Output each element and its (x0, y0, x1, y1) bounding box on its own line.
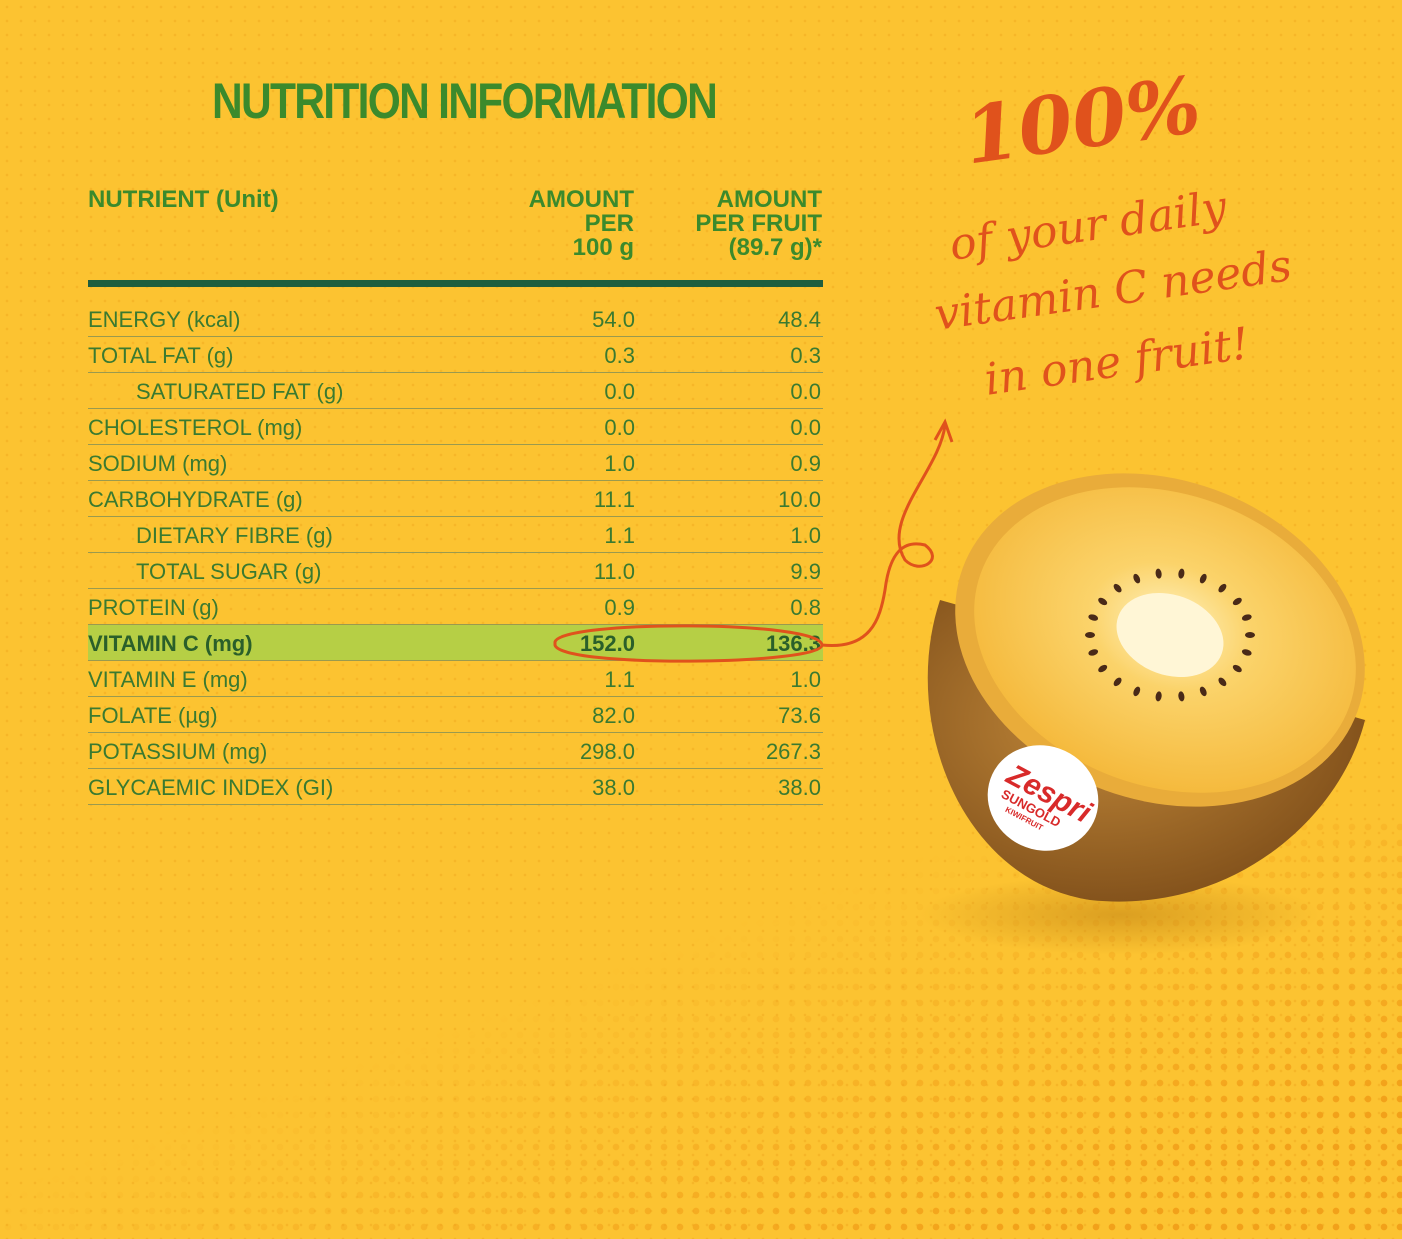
amount-per-100g: 0.0 (604, 415, 635, 440)
table-row: VITAMIN E (mg) 1.1 1.0 (88, 661, 823, 697)
kiwi-core (1116, 592, 1224, 678)
kiwi-seed (1232, 597, 1242, 606)
header-rule (88, 280, 823, 287)
nutrition-table: ENERGY (kcal) 54.0 48.4 TOTAL FAT (g) 0.3 0.3… (88, 301, 823, 805)
amount-per-100g: 0.0 (604, 379, 635, 404)
amount-per-100g: 82.0 (592, 703, 635, 728)
header-line: AMOUNT (528, 186, 634, 213)
amount-per-100g: 1.1 (604, 523, 635, 548)
amount-per-fruit: 267.3 (765, 739, 821, 764)
kiwi-seed (1199, 573, 1207, 584)
amount-per-100g: 152.0 (579, 631, 635, 656)
amount-per-100g: 1.1 (604, 667, 635, 692)
header-line: PER FRUIT (695, 210, 822, 237)
table-row: TOTAL FAT (g) 0.3 0.3 (88, 337, 823, 373)
nutrient-name: CARBOHYDRATE (g) (88, 487, 303, 512)
nutrient-name: VITAMIN C (mg) (88, 631, 253, 656)
table-row: ENERGY (kcal) 54.0 48.4 (88, 301, 823, 337)
nutrient-name: CHOLESTEROL (mg) (88, 415, 303, 440)
amount-per-fruit: 48.4 (778, 307, 821, 332)
kiwi-seed (1098, 664, 1108, 673)
header-line: (89.7 g)* (728, 234, 822, 261)
amount-per-fruit: 10.0 (778, 487, 821, 512)
zespri-logo: Zespri SUNGOLD KIWIFRUIT (987, 745, 1099, 851)
amount-per-fruit: 0.8 (790, 595, 821, 620)
nutrient-name: DIETARY FIBRE (g) (136, 523, 333, 548)
nutrient-name: TOTAL FAT (g) (88, 343, 234, 368)
kiwi-seed (1155, 568, 1162, 579)
page-title: NUTRITION INFORMATION (212, 73, 718, 129)
kiwi-seeds (1085, 568, 1255, 702)
header-line: AMOUNT (716, 186, 822, 213)
nutrient-name: VITAMIN E (mg) (88, 667, 248, 692)
table-row: VITAMIN C (mg) 152.0 136.3 (88, 625, 823, 661)
amount-per-100g: 298.0 (579, 739, 635, 764)
table-row: POTASSIUM (mg) 298.0 267.3 (88, 733, 823, 769)
kiwi-seed (1178, 691, 1185, 702)
kiwi-seed (1199, 686, 1207, 697)
amount-per-fruit: 0.3 (790, 343, 821, 368)
table-row: SODIUM (mg) 1.0 0.9 (88, 445, 823, 481)
kiwi-seed (1245, 632, 1255, 638)
header-per-fruit: AMOUNT PER FRUIT (89.7 g)* (695, 188, 822, 260)
header-line: 100 g (572, 234, 634, 261)
amount-per-fruit: 1.0 (790, 523, 821, 548)
callout-arrow (553, 418, 954, 663)
kiwi-seed (1241, 649, 1252, 656)
amount-per-fruit: 9.9 (790, 559, 821, 584)
amount-per-100g: 0.9 (604, 595, 635, 620)
kiwi-seed (1232, 664, 1242, 673)
table-row: CHOLESTEROL (mg) 0.0 0.0 (88, 409, 823, 445)
kiwi-seed (1178, 568, 1185, 579)
amount-per-fruit: 1.0 (790, 667, 821, 692)
amount-per-fruit: 0.0 (790, 415, 821, 440)
amount-per-100g: 54.0 (592, 307, 635, 332)
kiwi-shadow (920, 875, 1320, 955)
nutrient-name: ENERGY (kcal) (88, 307, 241, 332)
table-row: GLYCAEMIC INDEX (GI) 38.0 38.0 (88, 769, 823, 805)
amount-per-100g: 11.0 (593, 559, 635, 584)
kiwi-seed (1113, 677, 1122, 687)
amount-per-100g: 11.1 (593, 487, 635, 512)
kiwi-seed (1218, 677, 1227, 687)
amount-per-fruit: 0.9 (790, 451, 821, 476)
nutrient-name: PROTEIN (g) (88, 595, 219, 620)
table-row: DIETARY FIBRE (g) 1.1 1.0 (88, 517, 823, 553)
kiwi-seed (1218, 583, 1227, 593)
kiwi-seed (1098, 597, 1108, 606)
amount-per-100g: 1.0 (604, 451, 635, 476)
table-row: PROTEIN (g) 0.9 0.8 (88, 589, 823, 625)
amount-per-fruit: 73.6 (778, 703, 821, 728)
amount-per-fruit: 0.0 (790, 379, 821, 404)
table-row: FOLATE (µg) 82.0 73.6 (88, 697, 823, 733)
amount-per-100g: 38.0 (592, 775, 635, 800)
nutrient-name: TOTAL SUGAR (g) (136, 559, 322, 584)
amount-per-fruit: 38.0 (778, 775, 821, 800)
nutrient-name: FOLATE (µg) (88, 703, 218, 728)
kiwi-seed (1113, 583, 1122, 593)
header-nutrient: NUTRIENT (Unit) (88, 186, 279, 213)
amount-per-100g: 0.3 (604, 343, 635, 368)
nutrient-name: GLYCAEMIC INDEX (GI) (88, 775, 334, 800)
kiwi-seed (1155, 691, 1162, 702)
table-row: SATURATED FAT (g) 0.0 0.0 (88, 373, 823, 409)
header-line: PER (584, 210, 634, 237)
nutrient-name: SATURATED FAT (g) (136, 379, 344, 404)
table-row: CARBOHYDRATE (g) 11.1 10.0 (88, 481, 823, 517)
header-per-100g: AMOUNT PER 100 g (529, 188, 634, 260)
kiwi-seed (1241, 614, 1252, 621)
kiwi-seed (1133, 573, 1141, 584)
kiwi-seed (1088, 649, 1099, 656)
kiwi-seed (1088, 614, 1099, 621)
table-row: TOTAL SUGAR (g) 11.0 9.9 (88, 553, 823, 589)
kiwi-seed (1133, 686, 1141, 697)
nutrient-name: POTASSIUM (mg) (88, 739, 268, 764)
kiwi-seed (1085, 632, 1095, 638)
nutrient-name: SODIUM (mg) (88, 451, 228, 476)
